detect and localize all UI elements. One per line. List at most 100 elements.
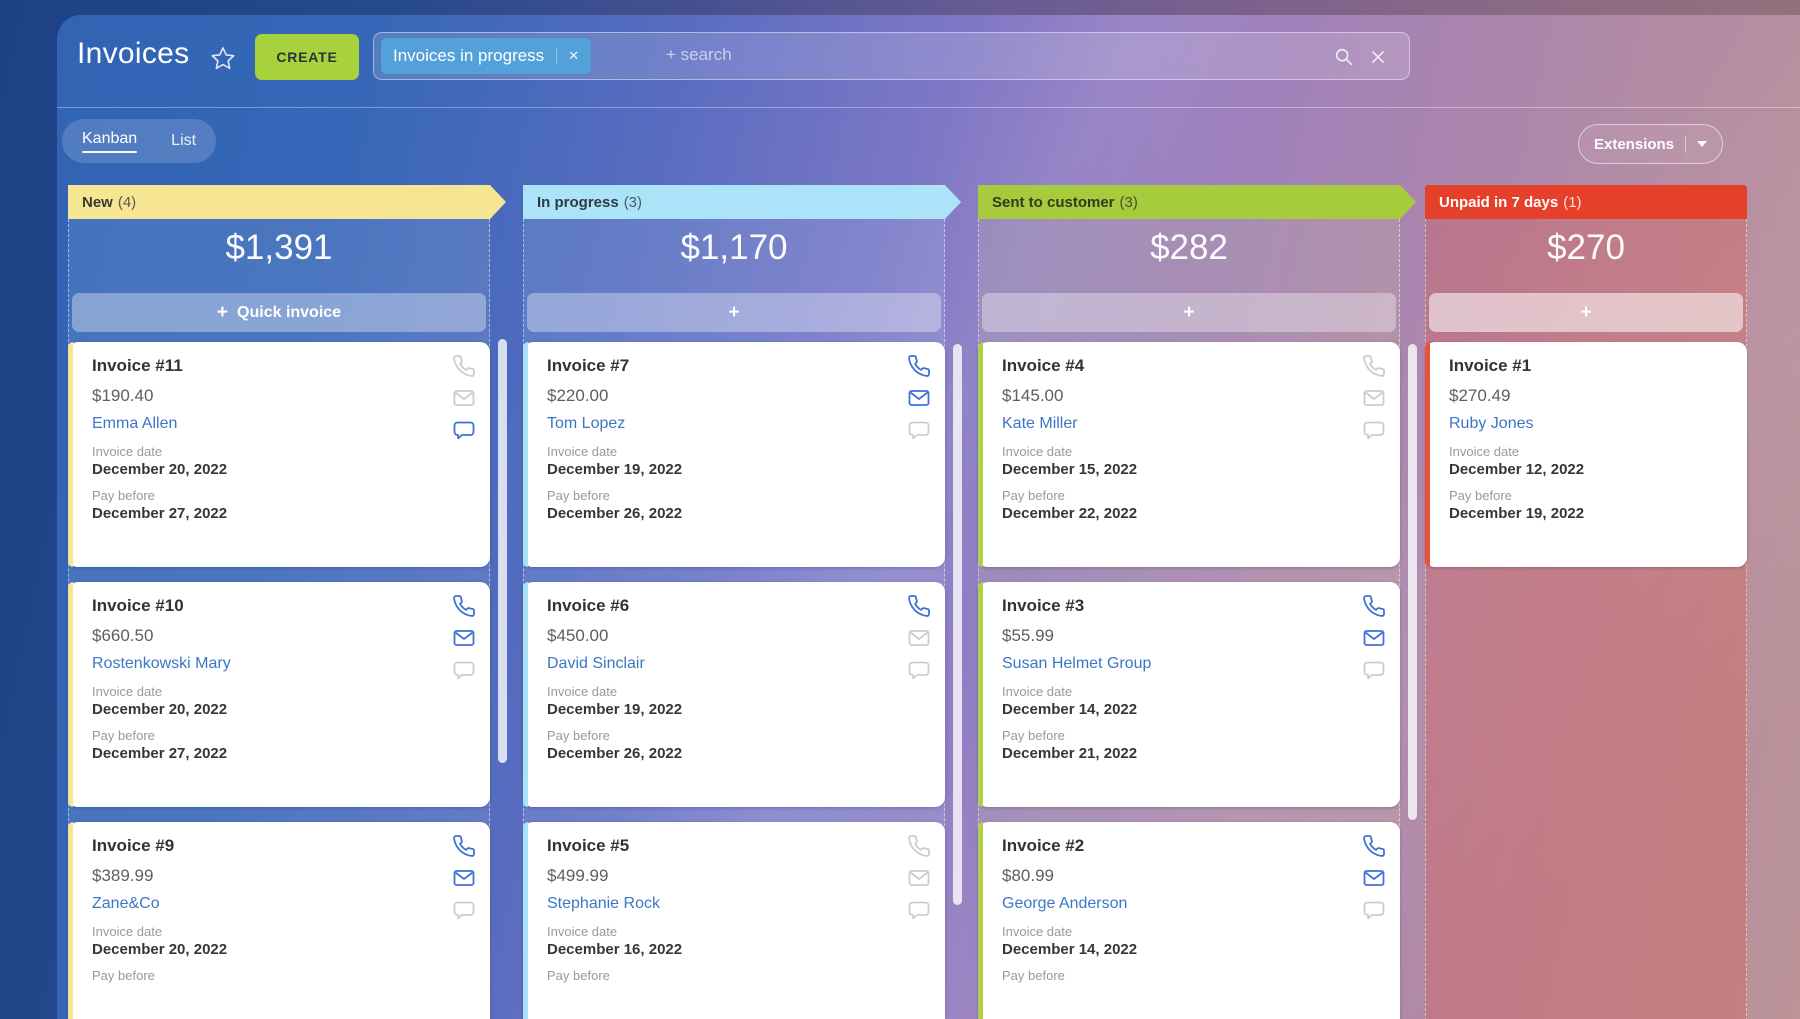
column-scrollbar[interactable] bbox=[1408, 344, 1417, 820]
invoice-date-value: December 20, 2022 bbox=[92, 461, 228, 478]
quick-invoice-button[interactable]: + Quick invoice bbox=[72, 293, 486, 332]
mail-icon[interactable] bbox=[907, 626, 931, 650]
invoice-date-label: Invoice date bbox=[92, 444, 163, 459]
extensions-separator bbox=[1685, 135, 1687, 153]
mail-icon[interactable] bbox=[452, 626, 476, 650]
column-header-unpaid-7-days[interactable]: Unpaid in 7 days (1) bbox=[1425, 185, 1747, 219]
phone-icon[interactable] bbox=[907, 834, 931, 858]
search-bar[interactable]: Invoices in progress ✕ + search bbox=[373, 32, 1410, 80]
card-actions bbox=[907, 594, 931, 690]
column-name: New bbox=[82, 193, 113, 211]
mail-icon[interactable] bbox=[452, 866, 476, 890]
comment-icon[interactable] bbox=[452, 418, 476, 442]
mail-icon[interactable] bbox=[1362, 866, 1386, 890]
mail-icon[interactable] bbox=[907, 866, 931, 890]
pay-before-value: December 19, 2022 bbox=[1449, 505, 1585, 522]
customer-link[interactable]: Kate Miller bbox=[1002, 415, 1078, 432]
comment-icon[interactable] bbox=[907, 658, 931, 682]
invoice-card[interactable]: Invoice #6 $450.00 David Sinclair Invoic… bbox=[523, 582, 945, 807]
filter-chip[interactable]: Invoices in progress ✕ bbox=[381, 38, 592, 74]
add-invoice-button[interactable]: + bbox=[527, 293, 941, 332]
customer-link[interactable]: Stephanie Rock bbox=[547, 895, 660, 912]
invoice-card[interactable]: Invoice #2 $80.99 George Anderson Invoic… bbox=[978, 822, 1400, 1019]
invoice-number: Invoice #1 bbox=[1449, 356, 1532, 375]
phone-icon[interactable] bbox=[1362, 594, 1386, 618]
invoice-date-value: December 14, 2022 bbox=[1002, 701, 1138, 718]
invoice-date-label: Invoice date bbox=[1002, 924, 1073, 939]
invoice-date-value: December 14, 2022 bbox=[1002, 941, 1138, 958]
pay-before-value: December 21, 2022 bbox=[1002, 745, 1138, 762]
column-header-in-progress[interactable]: In progress (3) bbox=[523, 185, 961, 219]
column-total: $282 bbox=[1150, 228, 1228, 267]
create-button[interactable]: CREATE bbox=[255, 34, 359, 80]
comment-icon[interactable] bbox=[907, 898, 931, 922]
invoices-app-window: Invoices CREATE Invoices in progress ✕ +… bbox=[57, 15, 1800, 1019]
chevron-down-icon[interactable] bbox=[1697, 141, 1708, 147]
column-scrollbar[interactable] bbox=[953, 344, 962, 905]
comment-icon[interactable] bbox=[1362, 898, 1386, 922]
comment-icon[interactable] bbox=[1362, 658, 1386, 682]
search-icon[interactable] bbox=[1333, 46, 1355, 68]
invoice-amount: $660.50 bbox=[92, 626, 154, 645]
customer-link[interactable]: Emma Allen bbox=[92, 415, 178, 432]
phone-icon[interactable] bbox=[452, 354, 476, 378]
card-accent bbox=[68, 342, 73, 567]
remove-filter-icon[interactable]: ✕ bbox=[556, 48, 579, 64]
invoice-card[interactable]: Invoice #3 $55.99 Susan Helmet Group Inv… bbox=[978, 582, 1400, 807]
column-name: In progress bbox=[537, 193, 619, 211]
favorite-star-icon[interactable] bbox=[209, 45, 237, 73]
mail-icon[interactable] bbox=[1362, 626, 1386, 650]
add-invoice-button[interactable]: + bbox=[1429, 293, 1743, 332]
customer-link[interactable]: George Anderson bbox=[1002, 895, 1128, 912]
pay-before-label: Pay before bbox=[547, 488, 610, 503]
mail-icon[interactable] bbox=[1362, 386, 1386, 410]
pay-before-label: Pay before bbox=[547, 968, 610, 983]
customer-link[interactable]: Tom Lopez bbox=[547, 415, 626, 432]
plus-icon: + bbox=[1183, 302, 1195, 323]
comment-icon[interactable] bbox=[452, 898, 476, 922]
column-header-new[interactable]: New (4) bbox=[68, 185, 506, 219]
plus-icon: + bbox=[1580, 302, 1592, 323]
column-header-sent-to-customer[interactable]: Sent to customer (3) bbox=[978, 185, 1416, 219]
phone-icon[interactable] bbox=[1362, 834, 1386, 858]
phone-icon[interactable] bbox=[452, 834, 476, 858]
tab-kanban[interactable]: Kanban bbox=[82, 130, 137, 153]
customer-link[interactable]: Zane&Co bbox=[92, 895, 160, 912]
card-actions bbox=[1362, 594, 1386, 690]
invoice-card[interactable]: Invoice #9 $389.99 Zane&Co Invoice date … bbox=[68, 822, 490, 1019]
view-switcher: Kanban List bbox=[62, 119, 217, 163]
invoice-number: Invoice #7 bbox=[547, 356, 630, 375]
phone-icon[interactable] bbox=[1362, 354, 1386, 378]
column-total: $270 bbox=[1547, 228, 1625, 267]
phone-icon[interactable] bbox=[452, 594, 476, 618]
card-actions bbox=[452, 354, 476, 450]
invoice-card[interactable]: Invoice #7 $220.00 Tom Lopez Invoice dat… bbox=[523, 342, 945, 567]
comment-icon[interactable] bbox=[1362, 418, 1386, 442]
tab-list[interactable]: List bbox=[171, 132, 197, 149]
comment-icon[interactable] bbox=[452, 658, 476, 682]
invoice-amount: $270.49 bbox=[1449, 386, 1511, 405]
column-new: New (4) $1,391 + Quick invoice Invoice #… bbox=[68, 185, 490, 1019]
customer-link[interactable]: David Sinclair bbox=[547, 655, 645, 672]
column-scrollbar[interactable] bbox=[498, 339, 507, 763]
customer-link[interactable]: Rostenkowski Mary bbox=[92, 655, 231, 672]
invoice-card[interactable]: Invoice #11 $190.40 Emma Allen Invoice d… bbox=[68, 342, 490, 567]
mail-icon[interactable] bbox=[452, 386, 476, 410]
phone-icon[interactable] bbox=[907, 354, 931, 378]
customer-link[interactable]: Ruby Jones bbox=[1449, 415, 1534, 432]
comment-icon[interactable] bbox=[907, 418, 931, 442]
filter-chip-label: Invoices in progress bbox=[393, 46, 545, 65]
phone-icon[interactable] bbox=[907, 594, 931, 618]
invoice-number: Invoice #11 bbox=[92, 356, 183, 375]
invoice-card[interactable]: Invoice #4 $145.00 Kate Miller Invoice d… bbox=[978, 342, 1400, 567]
invoice-card[interactable]: Invoice #5 $499.99 Stephanie Rock Invoic… bbox=[523, 822, 945, 1019]
quick-invoice-label: Quick invoice bbox=[237, 303, 342, 321]
invoice-amount: $190.40 bbox=[92, 386, 154, 405]
clear-search-icon[interactable] bbox=[1367, 46, 1389, 68]
invoice-card[interactable]: Invoice #10 $660.50 Rostenkowski Mary In… bbox=[68, 582, 490, 807]
add-invoice-button[interactable]: + bbox=[982, 293, 1396, 332]
invoice-card[interactable]: Invoice #1 $270.49 Ruby Jones Invoice da… bbox=[1425, 342, 1747, 567]
mail-icon[interactable] bbox=[907, 386, 931, 410]
customer-link[interactable]: Susan Helmet Group bbox=[1002, 655, 1152, 672]
extensions-button[interactable]: Extensions bbox=[1578, 124, 1724, 164]
